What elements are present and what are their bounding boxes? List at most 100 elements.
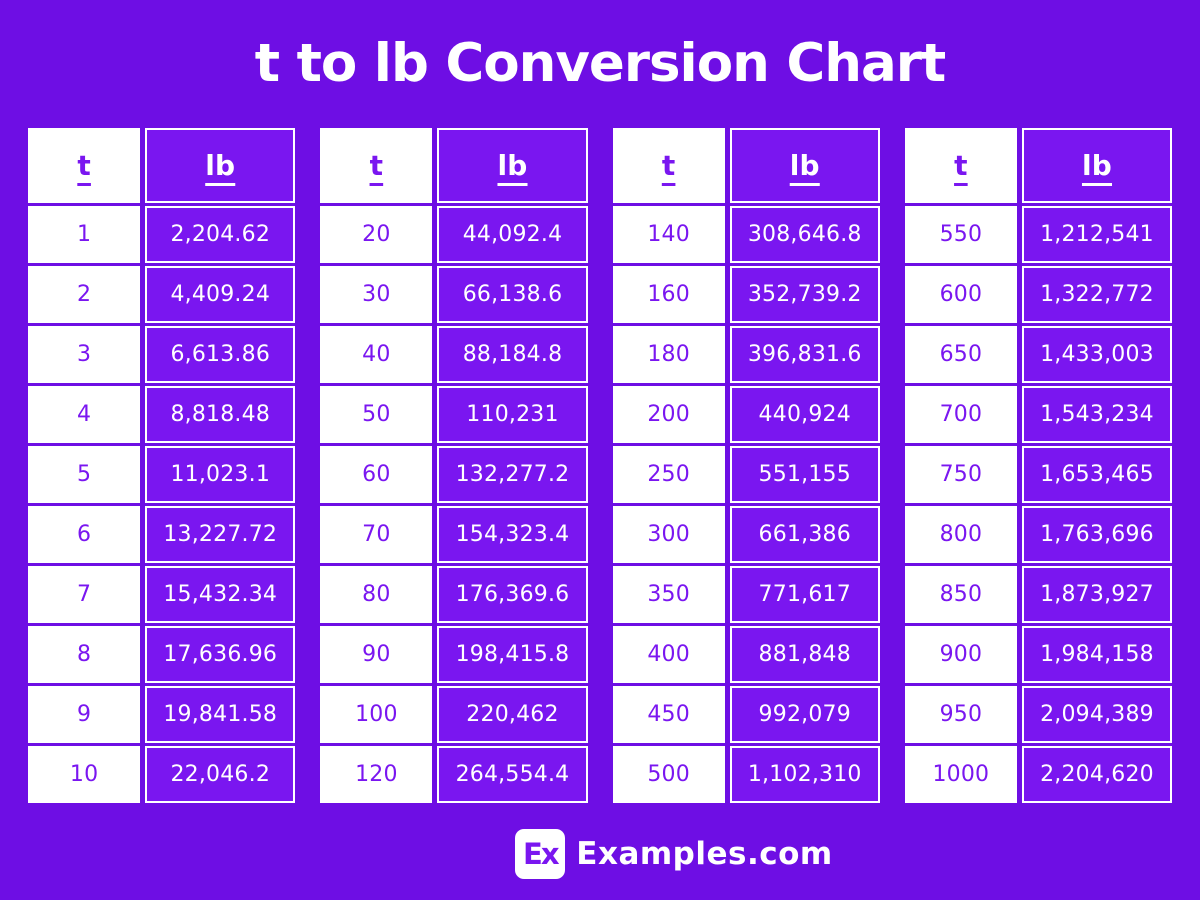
t-value-cell: 120: [320, 745, 433, 803]
t-value-cell: 900: [904, 625, 1017, 683]
lb-value-cell: 551,155: [729, 445, 880, 503]
lb-value-cell: 771,617: [729, 565, 880, 623]
conversion-tables-row: t 1 2 3 4 5 6 7 8 9 10 lb 2,204.62 4,409.24 6,613.86 8,…: [0, 127, 1200, 803]
t-value-cell: 650: [904, 325, 1017, 383]
lb-column-header: lb: [145, 127, 296, 203]
lb-value-cell: 17,636.96: [145, 625, 296, 683]
conversion-table-1: t 1 2 3 4 5 6 7 8 9 10 lb 2,204.62 4,409.24 6,613.86 8,…: [28, 127, 296, 803]
lb-value-cell: 15,432.34: [145, 565, 296, 623]
lb-value-cell: 352,739.2: [729, 265, 880, 323]
lb-value-cell: 1,984,158: [1021, 625, 1172, 683]
lb-value-cell: 2,204.62: [145, 205, 296, 263]
lb-column-header: lb: [1021, 127, 1172, 203]
t-value-cell: 550: [904, 205, 1017, 263]
t-value-cell: 40: [320, 325, 433, 383]
lb-value-cell: 1,543,234: [1021, 385, 1172, 443]
lb-column: lb 308,646.8 352,739.2 396,831.6 440,924 551,…: [729, 127, 880, 803]
t-value-cell: 250: [612, 445, 725, 503]
t-value-cell: 700: [904, 385, 1017, 443]
t-value-cell: 5: [28, 445, 141, 503]
t-value-cell: 100: [320, 685, 433, 743]
t-value-cell: 800: [904, 505, 1017, 563]
lb-value-cell: 1,763,696: [1021, 505, 1172, 563]
lb-value-cell: 440,924: [729, 385, 880, 443]
lb-value-cell: 6,613.86: [145, 325, 296, 383]
t-value-cell: 400: [612, 625, 725, 683]
lb-value-cell: 1,322,772: [1021, 265, 1172, 323]
lb-value-cell: 1,102,310: [729, 745, 880, 803]
examples-logo-text: Ex: [523, 836, 559, 871]
t-value-cell: 6: [28, 505, 141, 563]
lb-value-cell: 176,369.6: [437, 565, 588, 623]
t-column-header: t: [28, 127, 141, 203]
t-value-cell: 8: [28, 625, 141, 683]
lb-value-cell: 308,646.8: [729, 205, 880, 263]
t-column-header: t: [904, 127, 1017, 203]
lb-value-cell: 1,212,541: [1021, 205, 1172, 263]
t-value-cell: 950: [904, 685, 1017, 743]
lb-value-cell: 198,415.8: [437, 625, 588, 683]
lb-value-cell: 66,138.6: [437, 265, 588, 323]
lb-column-header: lb: [437, 127, 588, 203]
t-value-cell: 1000: [904, 745, 1017, 803]
conversion-table-2: t 20 30 40 50 60 70 80 90 100 120 lb 44,092.4 66,138.…: [320, 127, 588, 803]
t-value-cell: 850: [904, 565, 1017, 623]
t-column-header: t: [320, 127, 433, 203]
conversion-table-3: t 140 160 180 200 250 300 350 400 450 500 lb 308,646…: [612, 127, 880, 803]
t-value-cell: 160: [612, 265, 725, 323]
lb-value-cell: 992,079: [729, 685, 880, 743]
t-value-cell: 350: [612, 565, 725, 623]
lb-value-cell: 881,848: [729, 625, 880, 683]
t-value-cell: 4: [28, 385, 141, 443]
t-column: t 140 160 180 200 250 300 350 400 450 500: [612, 127, 725, 803]
lb-value-cell: 4,409.24: [145, 265, 296, 323]
lb-column: lb 2,204.62 4,409.24 6,613.86 8,818.48 11,023…: [145, 127, 296, 803]
t-value-cell: 60: [320, 445, 433, 503]
t-column: t 20 30 40 50 60 70 80 90 100 120: [320, 127, 433, 803]
lb-value-cell: 44,092.4: [437, 205, 588, 263]
lb-value-cell: 22,046.2: [145, 745, 296, 803]
lb-value-cell: 88,184.8: [437, 325, 588, 383]
t-value-cell: 90: [320, 625, 433, 683]
lb-value-cell: 11,023.1: [145, 445, 296, 503]
t-value-cell: 200: [612, 385, 725, 443]
lb-value-cell: 264,554.4: [437, 745, 588, 803]
lb-column: lb 44,092.4 66,138.6 88,184.8 110,231 132,277…: [437, 127, 588, 803]
lb-value-cell: 396,831.6: [729, 325, 880, 383]
t-value-cell: 600: [904, 265, 1017, 323]
lb-value-cell: 661,386: [729, 505, 880, 563]
t-value-cell: 30: [320, 265, 433, 323]
t-column-header: t: [612, 127, 725, 203]
lb-value-cell: 13,227.72: [145, 505, 296, 563]
t-value-cell: 9: [28, 685, 141, 743]
lb-value-cell: 2,094,389: [1021, 685, 1172, 743]
t-value-cell: 3: [28, 325, 141, 383]
t-value-cell: 300: [612, 505, 725, 563]
t-column: t 550 600 650 700 750 800 850 900 950 1000: [904, 127, 1017, 803]
t-value-cell: 450: [612, 685, 725, 743]
site-name: Examples.com: [576, 835, 833, 872]
t-column: t 1 2 3 4 5 6 7 8 9 10: [28, 127, 141, 803]
lb-value-cell: 1,653,465: [1021, 445, 1172, 503]
lb-column: lb 1,212,541 1,322,772 1,433,003 1,543,234 1,…: [1021, 127, 1172, 803]
lb-value-cell: 19,841.58: [145, 685, 296, 743]
lb-value-cell: 1,873,927: [1021, 565, 1172, 623]
page-title: t to lb Conversion Chart: [254, 33, 946, 94]
t-value-cell: 20: [320, 205, 433, 263]
lb-value-cell: 220,462: [437, 685, 588, 743]
lb-column-header: lb: [729, 127, 880, 203]
t-value-cell: 750: [904, 445, 1017, 503]
footer: Ex Examples.com: [74, 828, 1200, 879]
lb-value-cell: 154,323.4: [437, 505, 588, 563]
t-value-cell: 7: [28, 565, 141, 623]
t-value-cell: 50: [320, 385, 433, 443]
lb-value-cell: 1,433,003: [1021, 325, 1172, 383]
t-value-cell: 1: [28, 205, 141, 263]
lb-value-cell: 8,818.48: [145, 385, 296, 443]
conversion-table-4: t 550 600 650 700 750 800 850 900 950 1000 lb 1,212,…: [904, 127, 1172, 803]
t-value-cell: 500: [612, 745, 725, 803]
t-value-cell: 2: [28, 265, 141, 323]
t-value-cell: 80: [320, 565, 433, 623]
lb-value-cell: 2,204,620: [1021, 745, 1172, 803]
